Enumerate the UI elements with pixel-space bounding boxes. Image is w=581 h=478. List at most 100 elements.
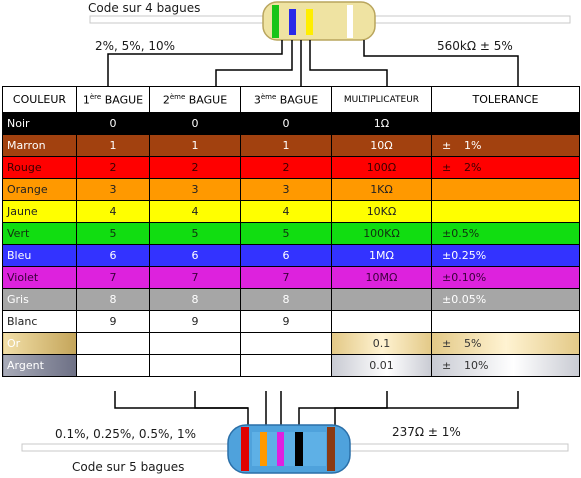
color-name: Violet <box>2 266 77 289</box>
multiplier-value: 100Ω <box>331 156 432 179</box>
tolerance-percent: ±0.25% <box>442 249 487 262</box>
band-3-value <box>240 332 332 355</box>
band-3-value: 3 <box>240 178 332 201</box>
band-1-value: 2 <box>76 156 150 179</box>
tolerance-percent: ±0.10% <box>442 271 487 284</box>
bottom-band-1 <box>241 427 249 471</box>
tolerance-percent: ±0.05% <box>442 293 487 306</box>
band-2-value: 9 <box>149 310 241 333</box>
band-2-value: 4 <box>149 200 241 223</box>
band-2-value: 5 <box>149 222 241 245</box>
table-row: Vert 5 5 5 100KΩ ±0.5% <box>2 222 580 245</box>
band-2-value: 0 <box>149 112 241 135</box>
band-1-value: 3 <box>76 178 150 201</box>
tolerance-value: ±2% <box>431 156 580 179</box>
color-name: Jaune <box>2 200 77 223</box>
tolerance-value: ±0.5% <box>431 222 580 245</box>
band-2-value: 2 <box>149 156 241 179</box>
band-1-value: 6 <box>76 244 150 267</box>
tolerance-percent: 1% <box>464 139 482 152</box>
multiplier-value: 10KΩ <box>331 200 432 223</box>
band-1-value <box>76 354 150 377</box>
multiplier-value <box>331 288 432 311</box>
band-2-value: 6 <box>149 244 241 267</box>
top-resistor <box>262 1 376 41</box>
band-3-value: 8 <box>240 288 332 311</box>
band-2-value: 1 <box>149 134 241 157</box>
tolerance-value <box>431 200 580 223</box>
multiplier-value: 0.1 <box>331 332 432 355</box>
band-3-value: 7 <box>240 266 332 289</box>
tolerance-plusminus: ± <box>442 337 452 350</box>
table-row: Jaune 4 4 4 10KΩ <box>2 200 580 223</box>
table-row: Orange 3 3 3 1KΩ <box>2 178 580 201</box>
table-row: Gris 8 8 8 ±0.05% <box>2 288 580 311</box>
band-1-value: 5 <box>76 222 150 245</box>
tolerance-plusminus: ± <box>442 139 452 152</box>
bottom-value-label: 237Ω ± 1% <box>392 425 461 439</box>
color-name: Blanc <box>2 310 77 333</box>
table-row: Noir 0 0 0 1Ω <box>2 112 580 135</box>
band-3-value <box>240 354 332 377</box>
table-row: Bleu 6 6 6 1MΩ ±0.25% <box>2 244 580 267</box>
band-1-value: 0 <box>76 112 150 135</box>
table-row: Rouge 2 2 2 100Ω ±2% <box>2 156 580 179</box>
bottom-code-label: Code sur 5 bagues <box>72 460 185 474</box>
color-name: Or <box>2 332 77 355</box>
color-name: Marron <box>2 134 77 157</box>
tolerance-value <box>431 310 580 333</box>
color-name: Vert <box>2 222 77 245</box>
top-connectors <box>107 40 519 86</box>
multiplier-value: 10MΩ <box>331 266 432 289</box>
bottom-right-wire <box>349 443 569 452</box>
header-band-3: 3ème BAGUE <box>240 86 332 113</box>
band-1-value: 7 <box>76 266 150 289</box>
tolerance-plusminus: ± <box>442 359 452 372</box>
tolerance-percent: 2% <box>464 161 482 174</box>
band-3-value: 4 <box>240 200 332 223</box>
band-3-value: 0 <box>240 112 332 135</box>
top-left-wire <box>89 15 277 24</box>
tolerance-value: ±0.05% <box>431 288 580 311</box>
band-3-value: 5 <box>240 222 332 245</box>
bottom-left-wire <box>21 443 231 452</box>
tolerance-value <box>431 112 580 135</box>
band-2-value: 3 <box>149 178 241 201</box>
tolerance-value: ±0.25% <box>431 244 580 267</box>
header-band-2: 2ème BAGUE <box>149 86 241 113</box>
bottom-band-2 <box>260 432 267 466</box>
tolerance-percent: 5% <box>464 337 482 350</box>
color-name: Rouge <box>2 156 77 179</box>
color-code-table: COULEUR 1ère BAGUE 2ème BAGUE 3ème BAGUE… <box>2 86 580 377</box>
table-row: Argent 0.01 ±10% <box>2 354 580 377</box>
table-row: Or 0.1 ±5% <box>2 332 580 355</box>
color-name: Bleu <box>2 244 77 267</box>
band-2-value <box>149 332 241 355</box>
band-3-value: 2 <box>240 156 332 179</box>
color-name: Orange <box>2 178 77 201</box>
top-value-label: 560kΩ ± 5% <box>437 39 513 53</box>
table-row: Blanc 9 9 9 <box>2 310 580 333</box>
table-header-row: COULEUR 1ère BAGUE 2ème BAGUE 3ème BAGUE… <box>2 86 580 113</box>
color-name: Noir <box>2 112 77 135</box>
multiplier-value: 100KΩ <box>331 222 432 245</box>
top-right-wire <box>371 15 571 24</box>
band-3-value: 6 <box>240 244 332 267</box>
top-band-3 <box>306 9 313 35</box>
bottom-band-3 <box>277 432 284 466</box>
bottom-band-4 <box>295 432 303 466</box>
tolerance-value: ±1% <box>431 134 580 157</box>
top-tolerance-options: 2%, 5%, 10% <box>95 39 176 53</box>
header-tolerance: TOLERANCE <box>431 86 580 113</box>
table-row: Violet 7 7 7 10MΩ ±0.10% <box>2 266 580 289</box>
header-band-1: 1ère BAGUE <box>76 86 150 113</box>
tolerance-value <box>431 178 580 201</box>
band-2-value: 8 <box>149 288 241 311</box>
bottom-tolerance-options: 0.1%, 0.25%, 0.5%, 1% <box>55 427 197 441</box>
tolerance-percent: ±0.5% <box>442 227 480 240</box>
top-code-label: Code sur 4 bagues <box>88 1 201 15</box>
table-row: Marron 1 1 1 10Ω ±1% <box>2 134 580 157</box>
band-3-value: 9 <box>240 310 332 333</box>
multiplier-value: 10Ω <box>331 134 432 157</box>
